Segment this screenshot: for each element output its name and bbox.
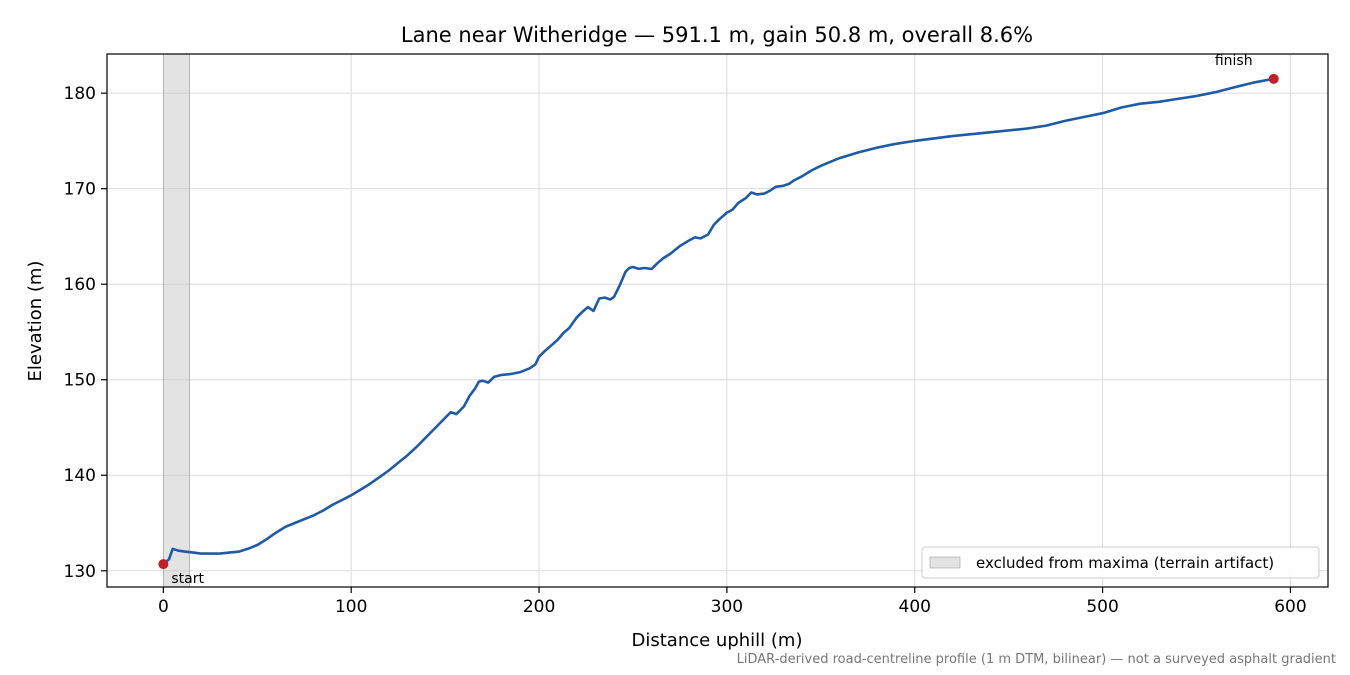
x-tick-label: 300 — [711, 597, 743, 617]
legend-label: excluded from maxima (terrain artifact) — [976, 554, 1274, 572]
finish-label: finish — [1215, 53, 1253, 69]
y-tick-label: 150 — [64, 371, 96, 391]
legend-swatch — [929, 556, 961, 569]
y-axis: 130 140 150 160 170 180 — [64, 84, 107, 582]
grid-lines — [107, 54, 1328, 587]
legend-box — [921, 546, 1320, 579]
x-tick-label: 400 — [899, 597, 931, 617]
chart-title: Lane near Witheridge — 591.1 m, gain 50.… — [401, 23, 1033, 47]
footnote: LiDAR-derived road-centreline profile (1… — [736, 652, 1336, 667]
y-tick-label: 130 — [64, 562, 96, 582]
x-tick-label: 600 — [1274, 597, 1306, 617]
excluded-region — [163, 53, 190, 588]
y-tick-label: 160 — [64, 275, 96, 295]
y-tick-label: 140 — [64, 466, 96, 486]
elevation-line — [162, 77, 1275, 566]
legend: excluded from maxima (terrain artifact) — [921, 546, 1320, 579]
x-tick-label: 100 — [335, 597, 367, 617]
x-tick-label: 500 — [1086, 597, 1118, 617]
x-axis-label: Distance uphill (m) — [632, 630, 803, 651]
y-tick-label: 180 — [64, 84, 96, 104]
x-axis: 0 100 200 300 400 500 600 — [158, 587, 1307, 617]
y-axis-label: Elevation (m) — [25, 261, 46, 382]
finish-marker — [1268, 73, 1279, 84]
start-label: start — [171, 571, 204, 587]
x-tick-label: 0 — [158, 597, 169, 617]
plot-frame — [106, 53, 1329, 588]
x-tick-label: 200 — [523, 597, 555, 617]
start-marker — [158, 559, 169, 570]
y-tick-label: 170 — [64, 180, 96, 200]
